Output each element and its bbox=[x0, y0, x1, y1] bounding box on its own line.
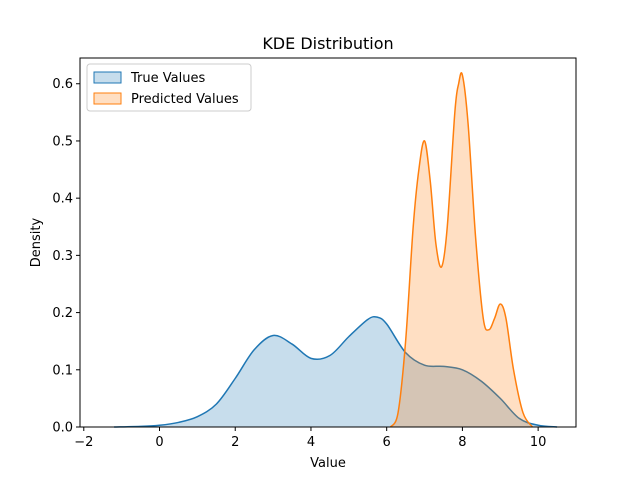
series-true-values-area bbox=[114, 316, 558, 427]
x-tick-label: 6 bbox=[383, 435, 391, 450]
plot-layer bbox=[114, 72, 558, 428]
x-tick-label: 10 bbox=[530, 435, 547, 450]
x-tick-label: 0 bbox=[155, 435, 163, 450]
y-tick-label: 0.1 bbox=[52, 363, 73, 378]
y-axis-label: Density bbox=[29, 217, 44, 267]
x-axis: −2 0 2 4 6 8 10 bbox=[74, 427, 546, 450]
y-tick-label: 0.5 bbox=[52, 134, 73, 149]
chart-title: KDE Distribution bbox=[262, 34, 393, 53]
y-tick-label: 0.4 bbox=[52, 192, 73, 207]
y-tick-label: 0.2 bbox=[52, 306, 73, 321]
y-tick-label: 0.0 bbox=[52, 421, 73, 436]
x-tick-label: 2 bbox=[231, 435, 239, 450]
legend-swatch-true-values bbox=[93, 71, 122, 84]
series-true-values-line bbox=[114, 315, 558, 428]
series-predicted-values-area bbox=[390, 72, 533, 428]
y-tick-label: 0.6 bbox=[52, 77, 73, 92]
series-predicted-values-line bbox=[389, 72, 534, 428]
plot-frame bbox=[79, 57, 577, 428]
x-axis-label: Value bbox=[310, 456, 346, 471]
legend-label-predicted-values: Predicted Values bbox=[131, 92, 239, 107]
legend-swatch-predicted-values bbox=[93, 92, 122, 105]
legend-box bbox=[86, 63, 252, 112]
legend: True Values Predicted Values bbox=[86, 63, 252, 112]
x-tick-label: 8 bbox=[458, 435, 466, 450]
y-axis: 0.0 0.1 0.2 0.3 0.4 0.5 0.6 bbox=[52, 77, 80, 436]
x-tick-label: −2 bbox=[74, 435, 93, 450]
x-tick-label: 4 bbox=[307, 435, 315, 450]
legend-label-true-values: True Values bbox=[130, 71, 205, 86]
y-tick-label: 0.3 bbox=[52, 249, 73, 264]
